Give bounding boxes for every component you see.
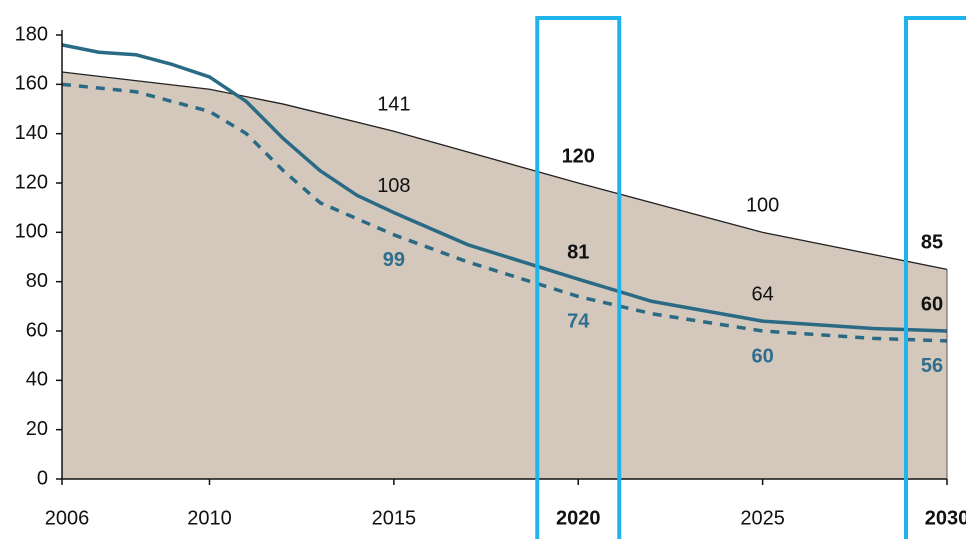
x-tick-label: 2025 <box>740 507 785 529</box>
y-tick-label: 0 <box>37 467 48 489</box>
x-tick-label: 2020 <box>556 507 601 529</box>
x-tick-label: 2015 <box>372 507 417 529</box>
y-tick-label: 100 <box>15 221 48 243</box>
x-tick-label: 2006 <box>45 507 90 529</box>
solid-line <box>61 43 948 333</box>
data-label: 81 <box>567 241 589 263</box>
data-label: 108 <box>377 175 410 197</box>
highlight-box <box>535 16 622 539</box>
data-label: 64 <box>752 283 774 305</box>
data-label: 100 <box>746 195 779 217</box>
y-tick-label: 160 <box>15 73 48 95</box>
y-tick-label: 140 <box>15 122 48 144</box>
x-tick-label: 2030 <box>925 507 966 529</box>
y-tick-label: 180 <box>15 23 48 45</box>
dashed-line <box>61 82 948 343</box>
data-label: 60 <box>752 345 774 367</box>
y-tick-label: 20 <box>26 418 48 440</box>
data-label: 60 <box>921 293 943 315</box>
data-label: 56 <box>921 355 943 377</box>
data-label: 141 <box>377 93 410 115</box>
highlight-box <box>904 16 966 539</box>
area <box>62 72 947 479</box>
x-tick-label: 2010 <box>187 507 232 529</box>
y-tick-label: 60 <box>26 319 48 341</box>
data-label: 120 <box>562 145 595 167</box>
data-label: 85 <box>921 232 943 254</box>
data-label: 74 <box>567 311 590 333</box>
y-tick-label: 80 <box>26 270 48 292</box>
area-edge <box>61 71 948 270</box>
y-tick-label: 40 <box>26 369 48 391</box>
y-tick-label: 120 <box>15 171 48 193</box>
data-label: 99 <box>383 249 405 271</box>
